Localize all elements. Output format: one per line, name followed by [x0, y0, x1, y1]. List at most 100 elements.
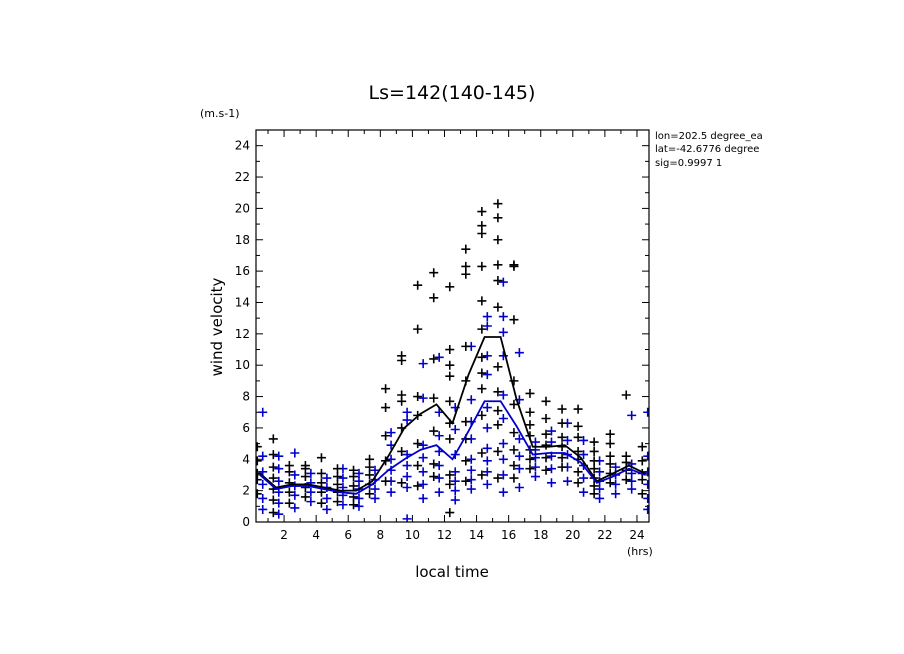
data-point	[557, 462, 567, 472]
data-point	[461, 456, 471, 466]
data-point	[643, 493, 649, 503]
data-point	[429, 426, 439, 436]
plot-frame	[255, 129, 650, 523]
data-point	[605, 451, 615, 461]
data-point	[530, 437, 540, 447]
data-point	[300, 492, 310, 502]
data-point	[274, 498, 284, 508]
data-point	[306, 468, 316, 478]
data-point	[557, 418, 567, 428]
series-blue-mean-line	[259, 400, 646, 495]
data-point	[557, 453, 567, 463]
data-point	[445, 282, 455, 292]
data-point	[397, 478, 407, 488]
data-point	[381, 431, 391, 441]
data-point	[477, 207, 487, 217]
data-point	[370, 484, 380, 494]
data-point	[418, 479, 428, 489]
data-point	[477, 352, 487, 362]
data-point	[541, 429, 551, 439]
data-point	[461, 269, 471, 279]
y-tick-label: 18	[235, 233, 250, 247]
data-point	[316, 498, 326, 508]
data-point	[605, 429, 615, 439]
data-point	[445, 479, 455, 489]
data-point	[461, 341, 471, 351]
data-point	[332, 464, 342, 474]
data-point	[557, 432, 567, 442]
x-tick-label: 10	[405, 528, 420, 542]
data-point	[386, 454, 396, 464]
data-point	[354, 493, 364, 503]
data-point	[541, 414, 551, 424]
data-point	[509, 461, 519, 471]
data-point	[573, 432, 583, 442]
data-point	[413, 280, 423, 290]
x-tick-label: 18	[533, 528, 548, 542]
data-point	[477, 261, 487, 271]
info-sig: sig=0.9997 1	[655, 158, 722, 169]
data-point	[381, 476, 391, 486]
data-point	[477, 296, 487, 306]
data-point	[386, 428, 396, 438]
data-point	[258, 504, 268, 514]
plot-layer	[256, 199, 649, 522]
data-point	[445, 371, 455, 381]
data-point	[643, 504, 649, 514]
data-point	[498, 414, 508, 424]
data-point	[530, 472, 540, 482]
data-point	[493, 302, 503, 312]
data-point	[477, 221, 487, 231]
data-point	[365, 470, 375, 480]
data-point	[627, 476, 637, 486]
info-lat: lat=-42.6776 degree	[655, 144, 759, 155]
data-point	[493, 362, 503, 372]
data-point	[525, 464, 535, 474]
data-point	[461, 244, 471, 254]
data-point	[300, 461, 310, 471]
data-point	[482, 312, 492, 322]
data-point	[268, 434, 278, 444]
data-point	[290, 470, 300, 480]
data-point	[589, 464, 599, 474]
y-tick-label: 10	[235, 358, 250, 372]
data-point	[450, 486, 460, 496]
data-point	[349, 481, 359, 491]
data-point	[365, 489, 375, 499]
data-point	[332, 497, 342, 507]
data-point	[434, 352, 444, 362]
y-tick-label: 2	[242, 484, 250, 498]
data-point	[498, 277, 508, 287]
data-point	[429, 459, 439, 469]
data-point	[546, 437, 556, 447]
data-point	[381, 403, 391, 413]
data-point	[365, 462, 375, 472]
data-point	[461, 261, 471, 271]
data-point	[418, 393, 428, 403]
data-point	[514, 483, 524, 493]
data-point	[397, 351, 407, 361]
data-point	[418, 453, 428, 463]
series-blue-points	[258, 277, 649, 522]
data-point	[579, 450, 589, 460]
data-point	[493, 235, 503, 245]
data-point	[256, 442, 262, 452]
data-point	[498, 390, 508, 400]
y-tick-label: 6	[242, 421, 250, 435]
data-point	[589, 489, 599, 499]
data-point	[589, 437, 599, 447]
data-point	[306, 497, 316, 507]
data-point	[370, 493, 380, 503]
data-point	[349, 465, 359, 475]
data-point	[268, 473, 278, 483]
data-point	[525, 388, 535, 398]
data-point	[509, 315, 519, 325]
data-point	[482, 370, 492, 380]
data-point	[509, 399, 519, 409]
data-point	[284, 498, 294, 508]
y-tick-label: 0	[242, 515, 250, 529]
data-point	[386, 487, 396, 497]
data-point	[611, 489, 621, 499]
x-tick-label: 24	[629, 528, 644, 542]
